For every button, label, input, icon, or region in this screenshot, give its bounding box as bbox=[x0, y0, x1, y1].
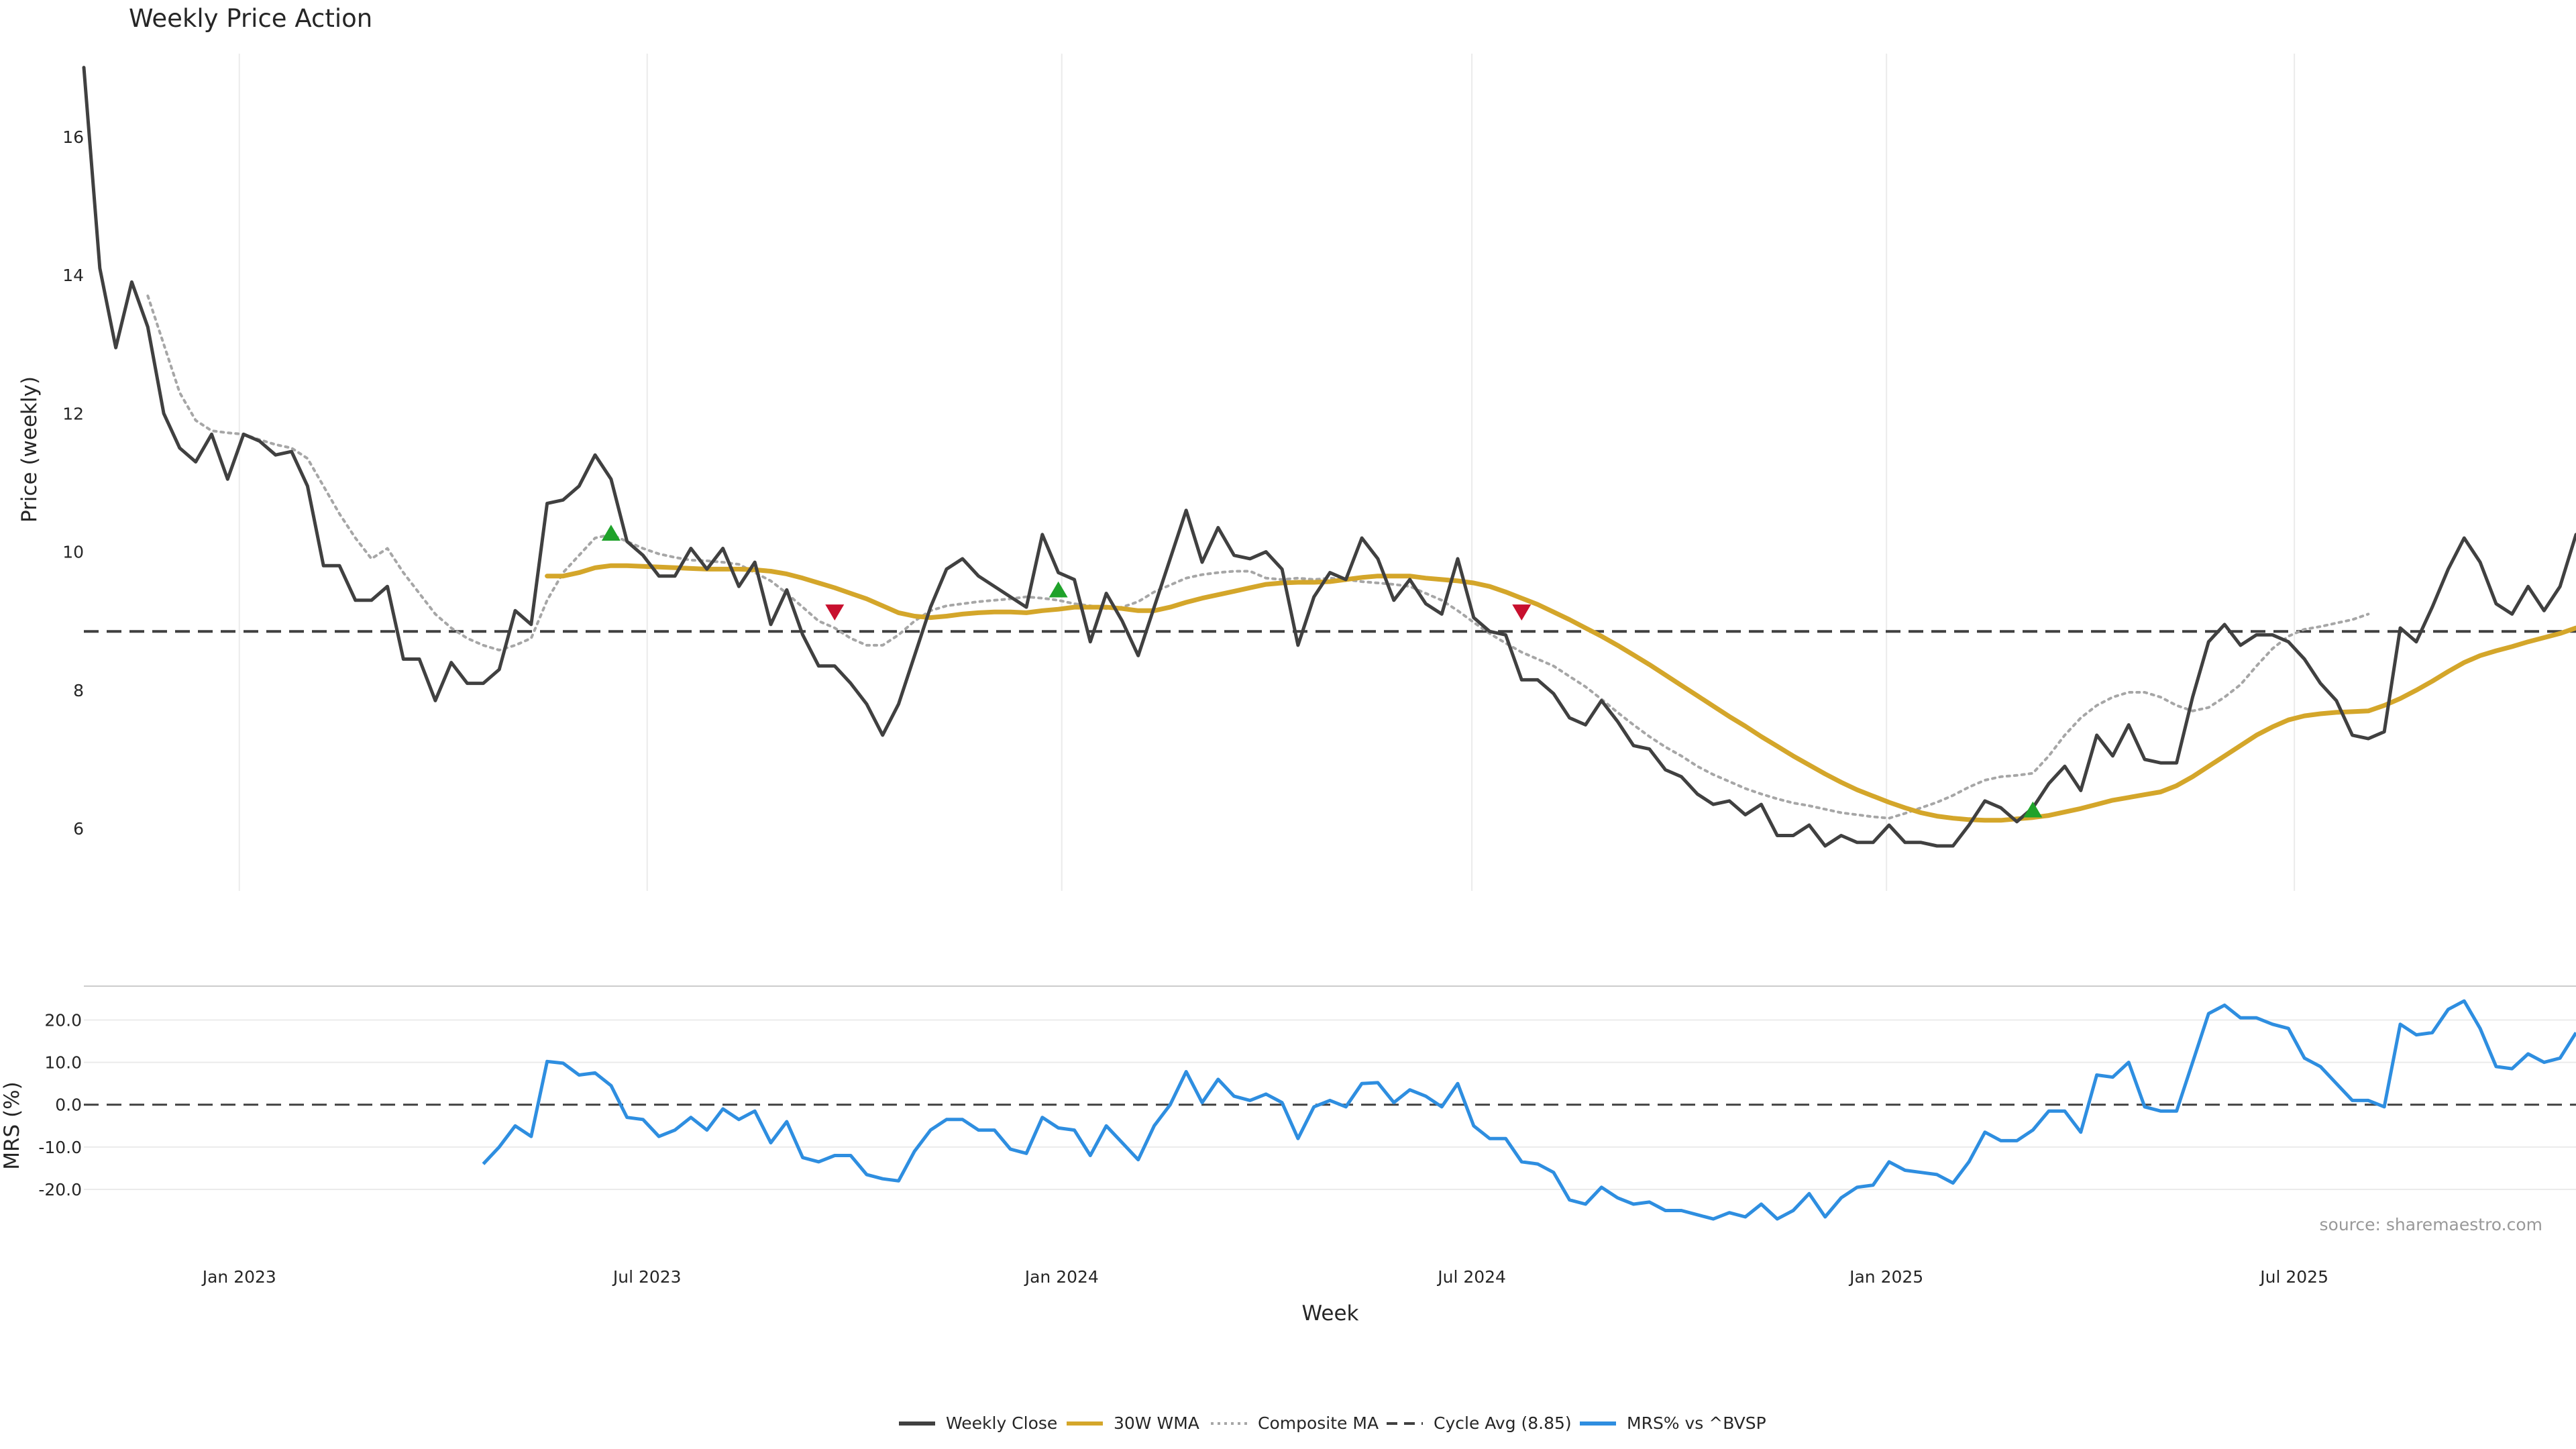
weekly-close-line bbox=[82, 66, 2576, 848]
price-y-tick-label: 10 bbox=[62, 543, 84, 562]
price-y-tick-label: 12 bbox=[62, 404, 84, 423]
x-axis-title: Week bbox=[1302, 1301, 1359, 1326]
mrs-y-tick-label: 20.0 bbox=[44, 1010, 82, 1030]
price-y-tick-label: 14 bbox=[62, 266, 84, 285]
price-y-tick-label: 16 bbox=[62, 127, 84, 147]
x-tick-label: Jul 2023 bbox=[612, 1267, 682, 1287]
price-y-tick-label: 8 bbox=[73, 681, 84, 700]
x-tick-label: Jan 2023 bbox=[201, 1267, 276, 1287]
wma-30w-line bbox=[545, 563, 2576, 823]
buy-signal-marker bbox=[1049, 581, 1068, 598]
legend-label: Cycle Avg (8.85) bbox=[1434, 1413, 1572, 1433]
x-tick-label: Jul 2024 bbox=[1436, 1267, 1506, 1287]
legend-label: Composite MA bbox=[1258, 1413, 1379, 1433]
legend-label: MRS% vs ^BVSP bbox=[1627, 1413, 1766, 1433]
sell-signal-marker bbox=[825, 604, 845, 621]
mrs-y-tick-label: 10.0 bbox=[44, 1053, 82, 1073]
price-y-tick-label: 6 bbox=[73, 819, 84, 839]
mrs-panel: 20.0 10.0 0.0 -10.0 -20.0 MRS (%) source: shar… bbox=[0, 985, 2576, 1326]
buy-signal-marker bbox=[2023, 801, 2043, 818]
mrs-line bbox=[482, 999, 2576, 1221]
legend: Weekly Close 30W WMA Composite MA Cycle Avg… bbox=[899, 1413, 1766, 1433]
price-panel: 6 8 10 12 14 16 Price (weekly) bbox=[17, 54, 2576, 891]
mrs-y-tick-label: -20.0 bbox=[38, 1180, 82, 1199]
legend-label: Weekly Close bbox=[946, 1413, 1057, 1433]
x-tick-label: Jan 2025 bbox=[1848, 1267, 1923, 1287]
source-annotation: source: sharemaestro.com bbox=[2320, 1215, 2543, 1234]
x-tick-label: Jan 2024 bbox=[1024, 1267, 1099, 1287]
composite-ma-line bbox=[146, 294, 2370, 820]
buy-signal-marker bbox=[601, 525, 621, 541]
mrs-y-tick-label: 0.0 bbox=[55, 1095, 82, 1115]
price-y-axis-title: Price (weekly) bbox=[17, 376, 42, 523]
x-tick-label: Jul 2025 bbox=[2259, 1267, 2328, 1287]
mrs-y-axis-title: MRS (%) bbox=[0, 1081, 24, 1169]
sell-signal-marker bbox=[1512, 604, 1532, 621]
chart-title: Weekly Price Action bbox=[129, 4, 372, 33]
legend-label: 30W WMA bbox=[1114, 1413, 1199, 1433]
mrs-y-tick-label: -10.0 bbox=[38, 1138, 82, 1157]
